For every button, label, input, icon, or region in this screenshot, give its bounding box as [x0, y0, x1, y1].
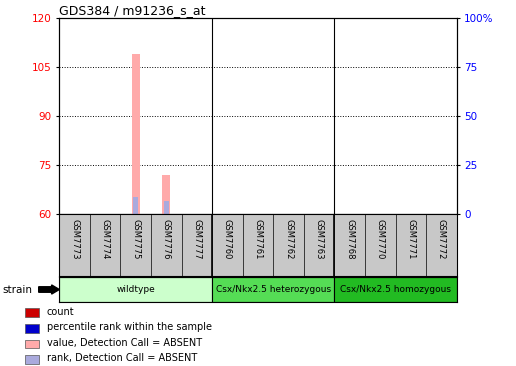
Text: GSM7761: GSM7761: [253, 219, 263, 259]
Text: GSM7768: GSM7768: [345, 219, 354, 259]
Bar: [212, 277, 334, 302]
Text: GSM7774: GSM7774: [101, 219, 110, 259]
Text: rank, Detection Call = ABSENT: rank, Detection Call = ABSENT: [47, 353, 197, 363]
Bar: [334, 277, 457, 302]
Text: percentile rank within the sample: percentile rank within the sample: [47, 322, 212, 332]
Text: strain: strain: [3, 284, 33, 295]
Text: GSM7760: GSM7760: [223, 219, 232, 259]
Text: GSM7770: GSM7770: [376, 219, 385, 259]
Bar: [163, 175, 170, 214]
Text: GSM7777: GSM7777: [192, 219, 201, 259]
Text: GSM7773: GSM7773: [70, 219, 79, 259]
Text: GSM7763: GSM7763: [315, 219, 324, 259]
Bar: [164, 201, 169, 214]
Bar: [25, 355, 39, 364]
Text: Csx/Nkx2.5 homozygous: Csx/Nkx2.5 homozygous: [340, 285, 451, 294]
Bar: [25, 309, 39, 317]
Text: GSM7762: GSM7762: [284, 219, 293, 259]
Text: GDS384 / m91236_s_at: GDS384 / m91236_s_at: [59, 4, 206, 17]
Text: GSM7771: GSM7771: [406, 219, 415, 259]
Bar: [25, 324, 39, 333]
Text: wildtype: wildtype: [117, 285, 155, 294]
Text: GSM7775: GSM7775: [131, 219, 140, 259]
Text: GSM7772: GSM7772: [437, 219, 446, 259]
Text: count: count: [47, 307, 74, 317]
Text: value, Detection Call = ABSENT: value, Detection Call = ABSENT: [47, 338, 202, 348]
Bar: [134, 198, 138, 214]
Bar: [25, 340, 39, 348]
Bar: [59, 277, 212, 302]
Text: GSM7776: GSM7776: [162, 219, 171, 259]
Text: Csx/Nkx2.5 heterozygous: Csx/Nkx2.5 heterozygous: [216, 285, 331, 294]
Bar: [132, 54, 139, 214]
